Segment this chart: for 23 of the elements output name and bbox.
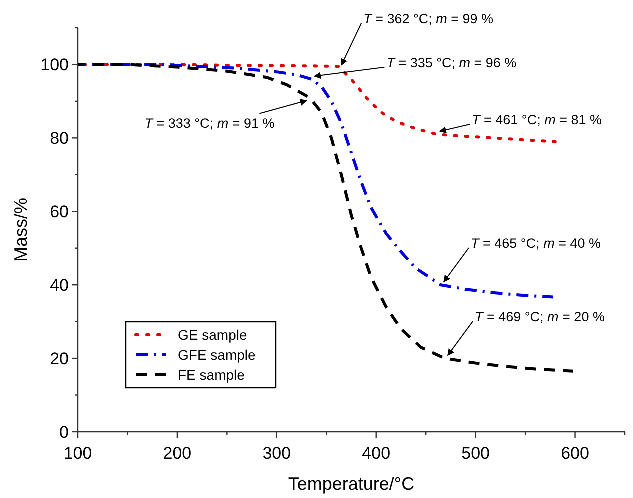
- annotation: T = 465 °C; m = 40 %: [471, 236, 601, 252]
- y-tick-label: 60: [50, 202, 69, 222]
- x-tick-label: 600: [561, 444, 590, 463]
- y-axis-title: Mass/%: [11, 198, 31, 262]
- y-tick-label: 40: [50, 276, 69, 296]
- x-tick-label: 100: [64, 444, 92, 463]
- x-axis-title: Temperature/°C: [288, 474, 415, 494]
- y-tick-label: 20: [50, 350, 69, 369]
- x-tick-label: 200: [163, 444, 192, 463]
- legend-label: GE sample: [178, 327, 248, 343]
- legend-label: FE sample: [178, 367, 246, 383]
- y-tick-label: 0: [60, 423, 69, 442]
- y-tick-label: 80: [50, 129, 69, 148]
- y-tick-label: 100: [40, 56, 69, 75]
- annotation: T = 469 °C; m = 20 %: [474, 310, 605, 325]
- x-tick-label: 400: [362, 444, 391, 463]
- x-tick-label: 300: [262, 444, 292, 463]
- annotation: T = 333 °C; m = 91 %: [144, 116, 275, 131]
- annotation: T = 335 °C; m = 96 %: [386, 55, 517, 70]
- annotation: T = 461 °C; m = 81 %: [472, 112, 602, 128]
- x-tick-label: 500: [462, 444, 490, 463]
- legend-label: GFE sample: [178, 347, 256, 363]
- annotation: T = 362 °C; m = 99 %: [364, 11, 494, 26]
